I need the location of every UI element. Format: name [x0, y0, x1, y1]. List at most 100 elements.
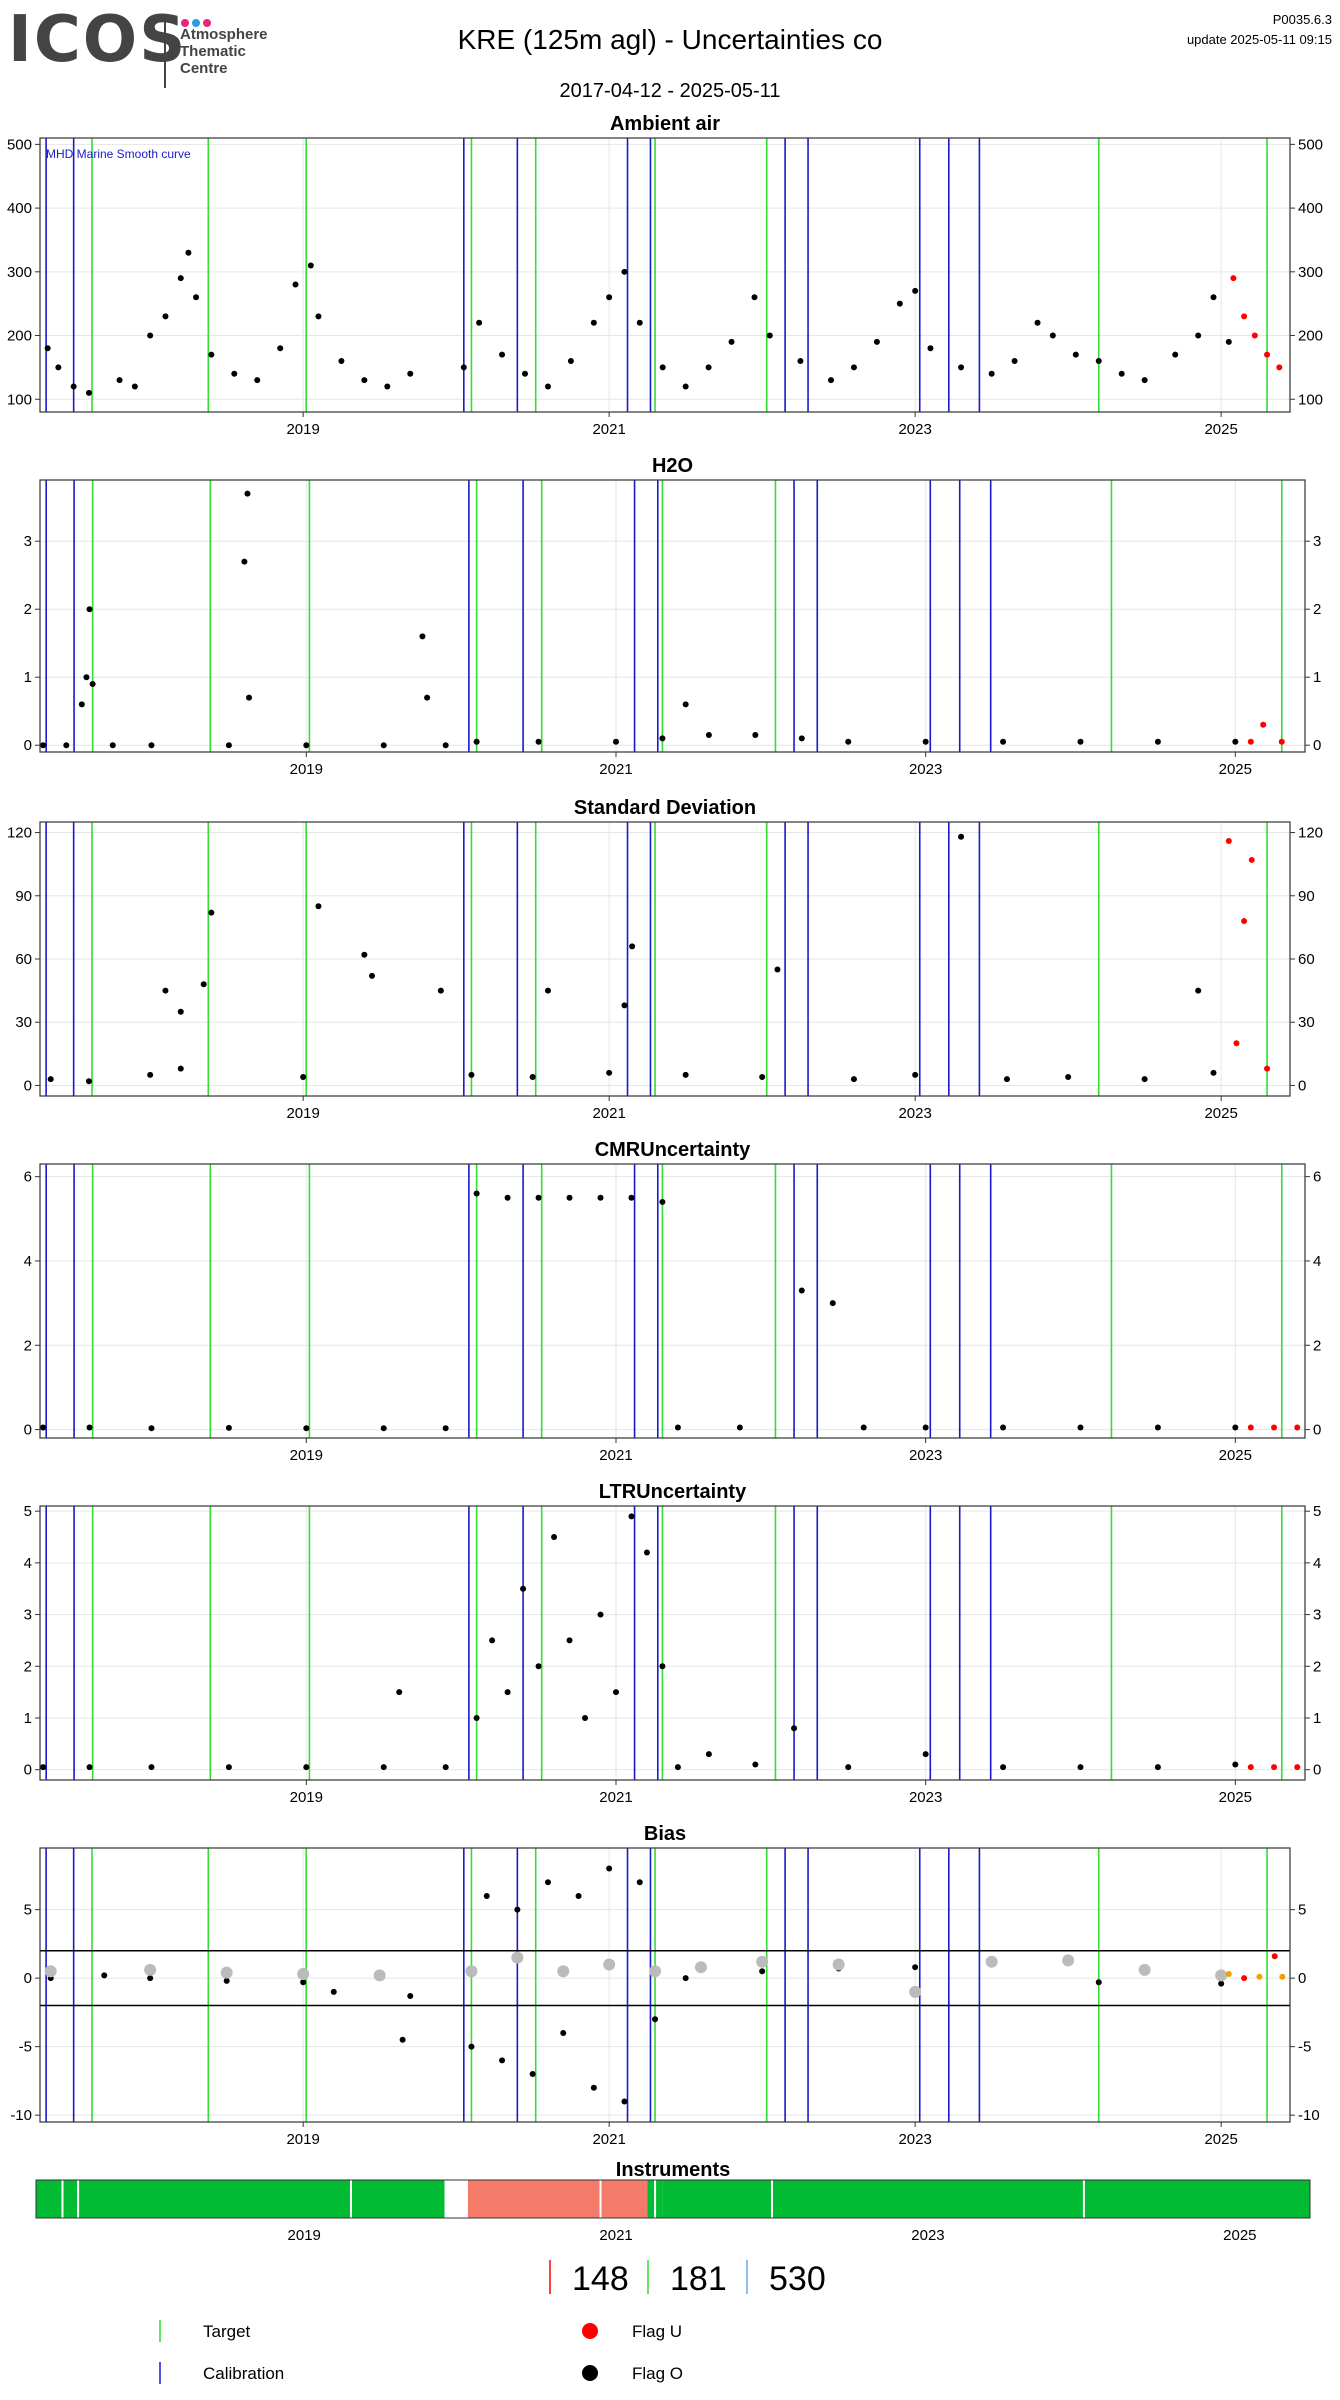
- data-point: [292, 281, 299, 288]
- data-point: [896, 300, 903, 307]
- x-tick-label: 2019: [286, 2131, 319, 2148]
- data-point: [544, 987, 551, 994]
- data-point: [303, 742, 310, 749]
- data-point: [147, 1071, 154, 1078]
- panel-title: Ambient air: [610, 113, 720, 135]
- data-point: [338, 358, 345, 365]
- panel-title: LTRUncertainty: [599, 1481, 747, 1503]
- data-point: [1195, 332, 1202, 339]
- y-tick-label: 30: [1298, 1014, 1315, 1031]
- data-point: [40, 742, 47, 749]
- data-point: [1138, 1963, 1151, 1976]
- panel-annotation: MHD Marine Smooth curve: [46, 147, 191, 161]
- data-point: [300, 1979, 307, 1986]
- y-tick-label: 4: [24, 1555, 32, 1572]
- y-tick-label: 1: [24, 669, 32, 686]
- date-range: 2017-04-12 - 2025-05-11: [559, 80, 781, 102]
- data-point: [499, 351, 506, 358]
- data-point: [1172, 351, 1179, 358]
- count-value: 181: [670, 2260, 727, 2298]
- data-point: [44, 1965, 57, 1978]
- data-point: [628, 1194, 635, 1201]
- data-point: [380, 1425, 387, 1432]
- data-point: [551, 1534, 558, 1541]
- data-point: [1000, 1764, 1007, 1771]
- data-point: [1095, 358, 1102, 365]
- data-point: [40, 1764, 47, 1771]
- data-point: [109, 742, 116, 749]
- y-tick-label: 60: [1298, 951, 1315, 968]
- data-point: [116, 377, 123, 384]
- data-point: [590, 2084, 597, 2091]
- data-point: [621, 1002, 628, 1009]
- data-point: [407, 370, 414, 377]
- data-point: [575, 1892, 582, 1899]
- y-tick-label: 2: [24, 601, 32, 618]
- data-point: [529, 1074, 536, 1081]
- x-tick-label: 2021: [599, 1789, 632, 1806]
- instruments-title: Instruments: [616, 2159, 730, 2181]
- y-tick-label: 100: [1298, 391, 1323, 408]
- data-point: [752, 732, 759, 738]
- y-tick-label: 0: [24, 737, 32, 754]
- data-point: [1011, 358, 1018, 365]
- data-point: [912, 1071, 919, 1078]
- y-tick-label: 400: [1298, 200, 1323, 217]
- y-tick-label: 3: [1313, 533, 1321, 550]
- y-tick-label: 2: [24, 1658, 32, 1675]
- y-tick-label: 1: [24, 1710, 32, 1727]
- data-point: [1141, 377, 1148, 384]
- data-point: [473, 1714, 480, 1721]
- data-point: [621, 268, 628, 275]
- data-point: [1034, 319, 1041, 326]
- data-point: [520, 1585, 527, 1592]
- data-point: [148, 742, 155, 749]
- data-point: [1247, 1424, 1254, 1431]
- data-point: [674, 1764, 681, 1771]
- data-point: [1077, 738, 1084, 745]
- panel-4: [35, 1163, 1310, 1443]
- data-point: [1232, 1761, 1239, 1768]
- y-tick-label: 0: [1313, 1422, 1321, 1439]
- data-point: [442, 742, 449, 749]
- data-point: [277, 345, 284, 352]
- data-point: [1218, 1980, 1225, 1987]
- data-point: [303, 1425, 310, 1432]
- data-point: [759, 1968, 766, 1975]
- data-point: [682, 1975, 689, 1982]
- data-point: [223, 1977, 230, 1984]
- y-tick-label: -5: [19, 2039, 32, 2056]
- data-point: [1271, 1424, 1278, 1431]
- data-point: [922, 1751, 929, 1758]
- update-label: update 2025-05-11 09:15: [1186, 32, 1332, 47]
- data-point: [40, 1424, 47, 1431]
- legend-flag-o-label: Flag O: [632, 2364, 683, 2383]
- data-point: [850, 364, 857, 371]
- y-tick-label: 500: [1298, 136, 1323, 153]
- y-tick-label: 90: [1298, 888, 1315, 905]
- data-point: [759, 1074, 766, 1081]
- data-point: [682, 383, 689, 390]
- data-point: [424, 694, 431, 701]
- y-tick-label: 400: [7, 200, 32, 217]
- data-point: [752, 1761, 759, 1768]
- y-tick-label: 6: [1313, 1169, 1321, 1186]
- data-point: [1154, 1424, 1161, 1431]
- data-point: [1294, 1424, 1301, 1431]
- y-tick-label: 300: [7, 264, 32, 281]
- data-point: [63, 742, 70, 749]
- y-tick-label: 1: [1313, 669, 1321, 686]
- data-point: [612, 738, 619, 745]
- legend-flag-u-swatch: [582, 2323, 598, 2339]
- data-point: [845, 1764, 852, 1771]
- data-point: [246, 694, 253, 701]
- logo-divider: [164, 14, 166, 88]
- data-point: [728, 338, 735, 345]
- data-point: [369, 972, 376, 979]
- data-point: [55, 364, 62, 371]
- data-point: [1095, 1979, 1102, 1986]
- data-point: [1210, 1069, 1217, 1076]
- x-tick-label: 2021: [599, 2227, 632, 2244]
- data-point: [985, 1955, 998, 1968]
